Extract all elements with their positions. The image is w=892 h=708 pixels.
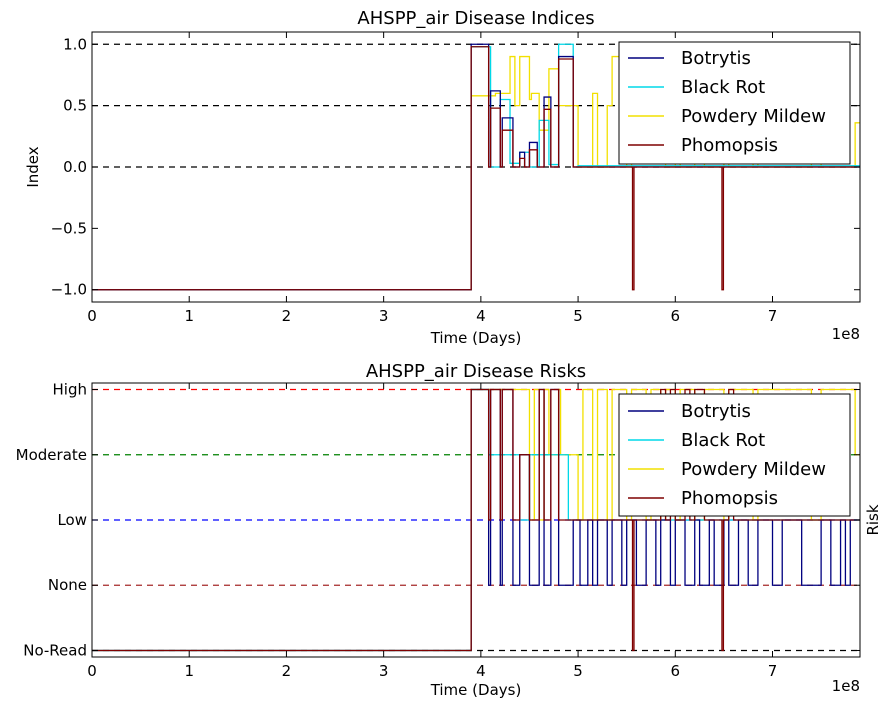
indices-y-tick-label-0: −1.0 [51, 281, 87, 299]
indices-y-tick-label-4: 1.0 [63, 35, 87, 53]
risks-legend-entry-black-rot: Black Rot [628, 430, 765, 451]
indices-title: AHSPP_air Disease Indices [357, 8, 594, 29]
risks-series-phomopsis [92, 388, 860, 652]
risks-x-tick-label-6: 6 [671, 662, 681, 680]
risks-legend: Botrytis Black Rot Powdery Mildew Phomop… [618, 393, 851, 517]
indices-legend-label-powdery-mildew: Powdery Mildew [681, 106, 826, 127]
risks-legend-label-black-rot: Black Rot [681, 430, 765, 451]
indices-x-tick-label-6: 6 [671, 307, 681, 325]
indices-x-tick-label-0: 0 [87, 307, 97, 325]
indices-tick-marks: 0 1 2 3 4 5 6 7 −1.0 −0.5 0.0 0.5 1.0 [51, 32, 860, 325]
indices-legend-entry-botrytis: Botrytis [628, 48, 751, 69]
indices-xlabel: Time (Days) [430, 329, 522, 347]
indices-y-tick-label-2: 0.0 [63, 158, 87, 176]
indices-x-offset: 1e8 [832, 325, 860, 343]
risks-chart: 0 1 2 3 4 5 6 7 No-Read None Low Moderate High AHSPP… [16, 361, 882, 699]
risks-legend-label-powdery-mildew: Powdery Mildew [681, 459, 826, 480]
risks-xlabel: Time (Days) [430, 681, 522, 699]
risks-y-tick-label-0: No-Read [23, 641, 87, 659]
indices-legend-label-black-rot: Black Rot [681, 77, 765, 98]
risks-x-tick-label-4: 4 [476, 662, 486, 680]
risks-x-tick-label-0: 0 [87, 662, 97, 680]
risks-legend-label-phomopsis: Phomopsis [681, 488, 778, 509]
risks-y-tick-label-1: None [48, 576, 87, 594]
risks-y-tick-label-3: Moderate [16, 446, 87, 464]
indices-x-tick-label-3: 3 [379, 307, 389, 325]
risks-x-tick-label-3: 3 [379, 662, 389, 680]
indices-y-tick-label-3: 0.5 [63, 97, 87, 115]
risks-y-tick-label-2: Low [57, 511, 87, 529]
risks-x-tick-label-1: 1 [184, 662, 194, 680]
risks-title: AHSPP_air Disease Risks [366, 361, 586, 382]
indices-legend-label-botrytis: Botrytis [681, 48, 751, 69]
risks-x-tick-label-7: 7 [768, 662, 778, 680]
risks-tick-marks: 0 1 2 3 4 5 6 7 No-Read None Low Moderate High [16, 381, 860, 680]
indices-legend-entry-black-rot: Black Rot [628, 77, 765, 98]
risks-ylabel: Risk [864, 504, 882, 535]
indices-legend-label-phomopsis: Phomopsis [681, 135, 778, 156]
risks-x-tick-label-2: 2 [282, 662, 292, 680]
indices-x-tick-label-2: 2 [282, 307, 292, 325]
risks-legend-entry-phomopsis: Phomopsis [628, 488, 778, 509]
indices-legend-entry-powdery-mildew: Powdery Mildew [628, 106, 826, 127]
risks-legend-entry-powdery-mildew: Powdery Mildew [628, 459, 826, 480]
indices-legend: Botrytis Black Rot Powdery Mildew Phomop… [618, 41, 851, 165]
indices-y-tick-label-1: −0.5 [51, 219, 87, 237]
risks-legend-entry-botrytis: Botrytis [628, 401, 751, 422]
risks-legend-box [618, 393, 851, 517]
risks-legend-label-botrytis: Botrytis [681, 401, 751, 422]
indices-series-phomopsis [92, 46, 860, 291]
indices-legend-box [618, 41, 851, 165]
risks-y-tick-label-4: High [53, 381, 87, 399]
indices-chart: 0 1 2 3 4 5 6 7 −1.0 −0.5 0.0 0.5 1.0 AHSPP_air Dise… [24, 8, 861, 347]
risks-x-offset: 1e8 [832, 677, 860, 695]
risks-x-tick-label-5: 5 [573, 662, 583, 680]
indices-legend-entry-phomopsis: Phomopsis [628, 135, 778, 156]
indices-x-tick-label-1: 1 [184, 307, 194, 325]
indices-x-tick-label-5: 5 [573, 307, 583, 325]
indices-x-tick-label-7: 7 [768, 307, 778, 325]
indices-x-tick-label-4: 4 [476, 307, 486, 325]
indices-ylabel: Index [24, 146, 42, 187]
